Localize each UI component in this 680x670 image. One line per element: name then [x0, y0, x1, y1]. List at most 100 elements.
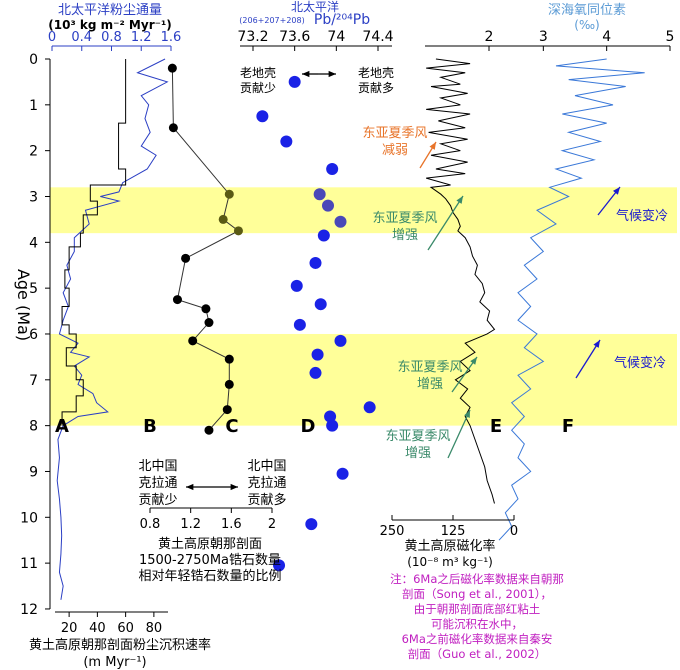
dust-flux-tick-label: 0.8: [101, 30, 122, 45]
mag-tick-label: 0: [510, 524, 518, 539]
annot-monsoon-strengthen-2: 东亚夏季风增强: [397, 360, 462, 392]
zircon-ratio-point: [204, 318, 214, 328]
pb-point: [314, 298, 327, 311]
pb-point: [313, 188, 326, 201]
mag-top-tick-label: 2: [485, 29, 494, 45]
pb-point: [317, 229, 330, 242]
panel-letter-d: D: [301, 416, 316, 437]
pb-point: [288, 75, 301, 88]
dust-flux-line: [56, 58, 169, 600]
annot-strengthen-arrow-1: [427, 195, 464, 251]
dust-flux-tick-label: 0: [48, 30, 56, 45]
zircon-ratio-point: [224, 379, 234, 389]
age-tick-label: 7: [29, 373, 38, 389]
pb-point: [334, 334, 347, 347]
shaded-band-1: [50, 187, 677, 234]
annot-cooling-2: 气候变冷: [614, 355, 666, 371]
panel-letter-a: A: [55, 416, 69, 437]
annot-strengthen-arrow-3: [447, 409, 471, 459]
mag-unit: (10⁻⁸ m³ kg⁻¹): [407, 555, 493, 569]
zircon-ratio-point: [224, 189, 234, 199]
annot-monsoon-strengthen-3: 东亚夏季风增强: [385, 429, 450, 461]
zircon-tick-label: 1.2: [180, 517, 201, 532]
pb-tick-label: 73.2: [237, 29, 268, 45]
sed-rate-tick-label: 80: [146, 621, 163, 636]
annot-cooling-1: 气候变冷: [616, 208, 668, 224]
annot-monsoon-strengthen-1: 东亚夏季风增强: [372, 211, 437, 243]
pb-tick-label: 73.6: [279, 29, 310, 45]
pb-double-arrow: [302, 70, 336, 78]
age-axis-title: Age (Ma): [14, 269, 33, 341]
oxy-title: 深海氧同位素: [548, 3, 626, 18]
panel-letter-b: B: [143, 416, 157, 437]
sed-rate-tick-label: 20: [61, 621, 78, 636]
age-tick-label: 1: [29, 98, 38, 114]
zircon-ratio-point: [181, 253, 191, 263]
annot-weaken-arrow: [419, 141, 437, 169]
pb-point: [326, 419, 339, 432]
data-source-note: 注：6Ma之后磁化率数据来自朝那剖面（Song et al., 2001），由于…: [390, 572, 564, 661]
zircon-title: 黄土高原朝那剖面 1500-2750Ma锆石数量相对年轻锆石数量的比例: [138, 536, 281, 584]
zircon-tick-label: 0.8: [140, 517, 161, 532]
pb-point: [293, 318, 306, 331]
age-tick-label: 11: [20, 556, 38, 572]
dust-flux-title: 北太平洋粉尘通量: [58, 3, 162, 18]
pb-more-label: 老地壳贡献多: [358, 66, 394, 95]
annot-cooling-arrow-2: [575, 339, 601, 379]
pb-point: [324, 410, 337, 423]
pb-point: [273, 559, 286, 572]
mag-susceptibility-line: [426, 58, 496, 504]
age-tick-label: 9: [29, 464, 38, 480]
zircon-ratio-point: [168, 123, 178, 133]
pb-title: 北太平洋: [291, 0, 339, 14]
pb-point: [280, 135, 293, 148]
dust-flux-tick-label: 1.6: [161, 30, 182, 45]
pb-point: [305, 518, 318, 531]
zircon-arrow-left: [186, 483, 212, 491]
zircon-less-label: 北中国克拉通贡献少: [138, 459, 177, 508]
zircon-double-arrow: [186, 483, 238, 491]
annot-strengthen-arrow-2: [451, 356, 478, 393]
pb-point: [363, 401, 376, 414]
panel-letter-f: F: [562, 416, 574, 437]
age-tick-label: 5: [29, 281, 38, 297]
annot-cooling-arrow-1: [597, 186, 621, 216]
zircon-ratio-point: [172, 295, 182, 305]
mag-title: 黄土高原磁化率: [404, 538, 495, 554]
pb-point: [336, 467, 349, 480]
pb-tick-label: 74: [327, 29, 345, 45]
oxy-tick-label: 4: [602, 29, 611, 45]
age-tick-label: 6: [29, 327, 38, 343]
pb-arrow-left: [302, 70, 318, 78]
zircon-ratio-point: [233, 226, 243, 236]
zircon-arrow-right: [212, 483, 238, 491]
zircon-ratio-point: [201, 304, 211, 314]
pb-point: [311, 348, 324, 361]
sed-rate-title: 黄土高原朝那剖面粉尘沉积速率: [29, 637, 211, 653]
pb-point: [256, 110, 269, 123]
sed-rate-unit: (m Myr⁻¹): [83, 655, 146, 670]
annot-monsoon-weaken: 东亚夏季风减弱: [362, 126, 427, 158]
zircon-tick-label: 2: [268, 517, 276, 532]
pb-point: [334, 215, 347, 228]
zircon-tick-label: 1.6: [221, 517, 242, 532]
zircon-ratio-point: [218, 214, 228, 224]
oxy-tick-label: 5: [666, 29, 675, 45]
oxy-unit: (‰): [574, 18, 599, 32]
age-tick-label: 12: [20, 602, 38, 618]
age-tick-label: 4: [29, 235, 38, 251]
age-tick-label: 10: [20, 510, 38, 526]
zircon-more-label: 北中国克拉通贡献多: [247, 459, 286, 508]
panel-letter-e: E: [490, 416, 502, 437]
pb-unit-prefix: (206+207+208): [239, 16, 304, 25]
age-tick-label: 2: [29, 144, 38, 160]
zircon-ratio-point: [222, 405, 232, 415]
panel-letter-c: C: [225, 416, 238, 437]
pb-tick-label: 74.4: [362, 29, 393, 45]
zircon-ratio-point: [224, 354, 234, 364]
pb-unit: Pb/²⁰⁴Pb: [314, 12, 370, 28]
sed-rate-tick-label: 40: [89, 621, 106, 636]
zircon-ratio-point: [188, 336, 198, 346]
